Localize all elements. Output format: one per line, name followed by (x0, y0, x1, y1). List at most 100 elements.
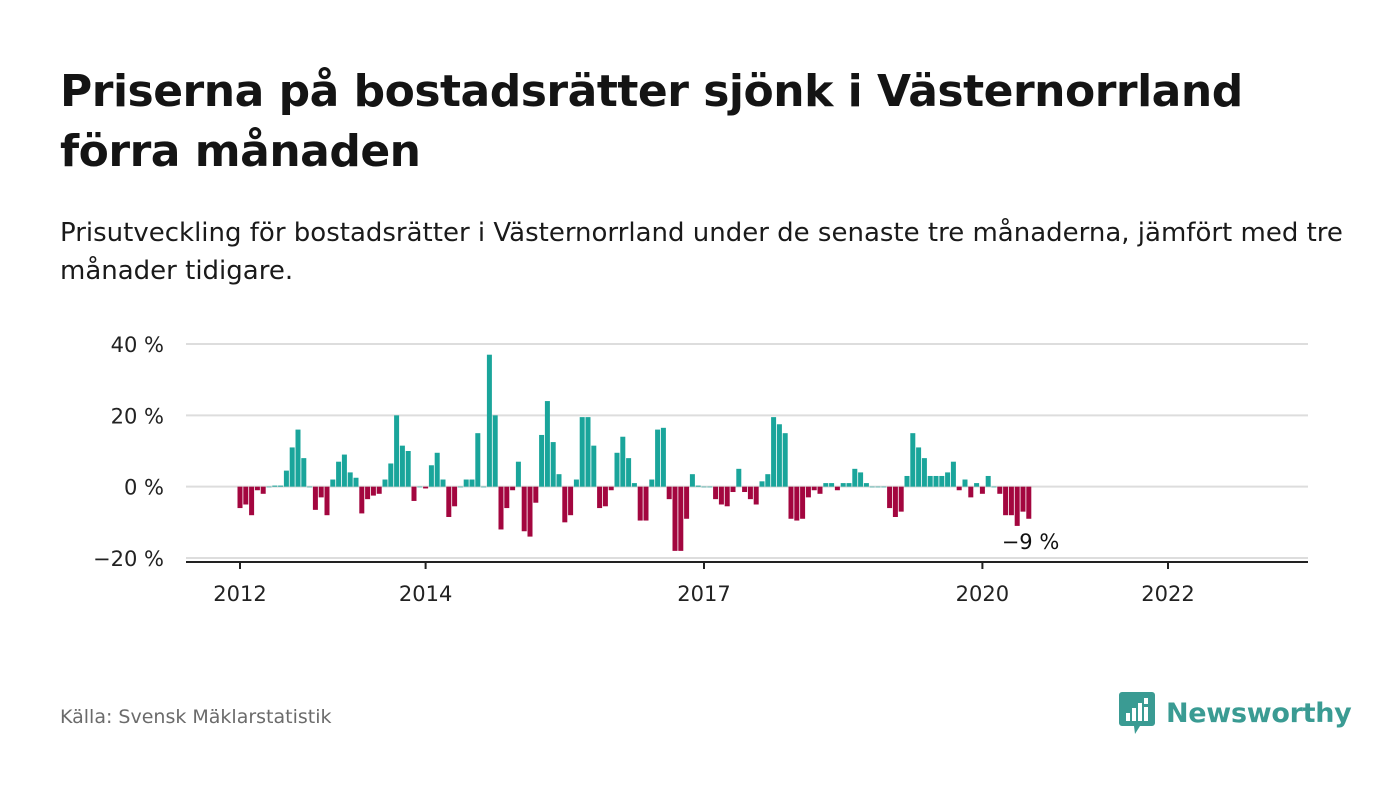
x-tick-label: 2014 (399, 582, 452, 606)
bar (475, 433, 481, 487)
bar (347, 472, 353, 487)
bar (312, 486, 318, 510)
bar (898, 486, 904, 512)
bar (1008, 486, 1014, 516)
bar (794, 486, 800, 521)
bar (278, 485, 284, 487)
x-tick-label: 2020 (956, 582, 1009, 606)
bar (510, 486, 516, 491)
bar (1026, 486, 1032, 519)
bar (881, 486, 887, 488)
bar (602, 486, 608, 507)
bar (689, 474, 695, 487)
bar (440, 479, 446, 487)
bar (840, 483, 846, 487)
bar (997, 486, 1003, 494)
bar (527, 486, 533, 537)
bar (892, 486, 898, 517)
axes (186, 561, 1308, 569)
bar (968, 486, 974, 498)
bar (307, 486, 313, 488)
bar (341, 454, 347, 487)
bar (666, 486, 672, 500)
bar (916, 447, 922, 487)
bar (846, 483, 852, 487)
bar (428, 465, 434, 487)
bar (301, 458, 307, 487)
bar (515, 461, 521, 487)
bar (921, 458, 927, 487)
bar (556, 474, 562, 487)
bar (260, 486, 266, 494)
bar (910, 433, 916, 487)
bar (991, 486, 997, 488)
bar (701, 486, 707, 488)
bar (887, 486, 893, 509)
bar (568, 486, 574, 516)
bar (423, 486, 429, 489)
x-tick-label: 2017 (677, 582, 730, 606)
bar (800, 486, 806, 519)
bar (539, 434, 545, 487)
bar (434, 452, 440, 487)
bar (747, 486, 753, 500)
bar (655, 429, 661, 487)
newsworthy-logo: Newsworthy (1118, 690, 1352, 736)
bar (330, 479, 336, 487)
bar (318, 486, 324, 498)
bar (504, 486, 510, 509)
newsworthy-bar-chart-icon (1119, 692, 1155, 734)
bar (591, 445, 597, 487)
bar (272, 485, 278, 487)
bar (875, 486, 881, 488)
bar (283, 470, 289, 487)
bar (939, 475, 945, 487)
bar (324, 486, 330, 516)
bar (620, 436, 626, 487)
x-tick-label: 2022 (1141, 582, 1194, 606)
bar (742, 486, 748, 493)
bar (823, 483, 829, 487)
bar (950, 461, 956, 487)
bar (370, 486, 376, 496)
bar (904, 475, 910, 487)
bar (579, 417, 585, 487)
bar (446, 486, 452, 517)
bar (521, 486, 527, 532)
bar (660, 427, 666, 487)
bar (498, 486, 504, 530)
bar (486, 354, 492, 487)
bar (452, 486, 458, 507)
bar (469, 479, 475, 487)
bar (713, 486, 719, 500)
labels: 40 % 20 % 0 % −20 % 2012 2014 2017 2020 2022 −9 % (93, 333, 1195, 606)
last-value-label: −9 % (1002, 530, 1060, 554)
bar (533, 486, 539, 503)
bar (411, 486, 417, 501)
bar (852, 468, 858, 487)
bar (805, 486, 811, 498)
y-tick-label: 40 % (111, 333, 164, 357)
gridlines (186, 343, 1308, 559)
bar (933, 475, 939, 487)
bar (811, 486, 817, 491)
bar (614, 452, 620, 487)
y-tick-label: 0 % (124, 476, 164, 500)
bar (585, 417, 591, 487)
bar (678, 486, 684, 551)
bar (829, 483, 835, 487)
bar (1014, 486, 1020, 526)
bar (759, 481, 765, 487)
bar (637, 486, 643, 521)
bar (771, 417, 777, 487)
bar (573, 479, 579, 487)
bar (753, 486, 759, 505)
bar (956, 486, 962, 491)
bar (643, 486, 649, 521)
bar (626, 458, 632, 487)
bar (394, 415, 400, 487)
bar (289, 447, 295, 487)
bar (550, 442, 556, 487)
bar (927, 475, 933, 487)
bar (631, 483, 637, 487)
